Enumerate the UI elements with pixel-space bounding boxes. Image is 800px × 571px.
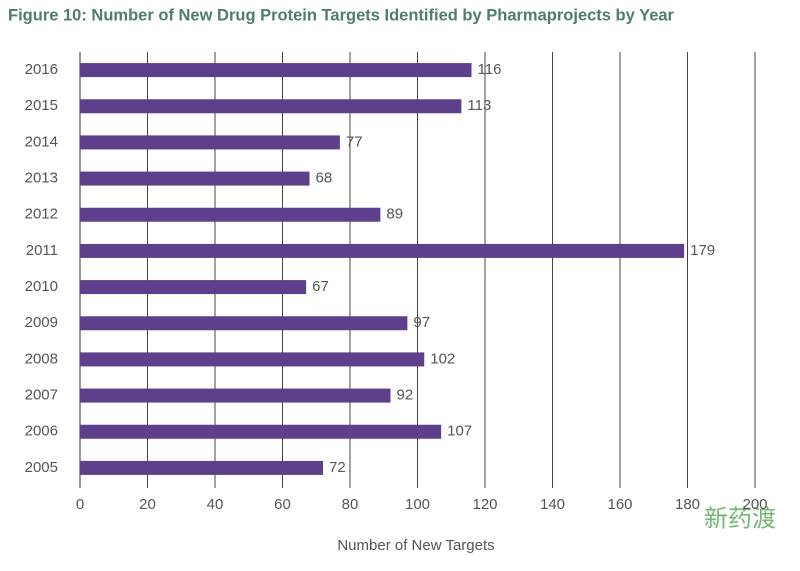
bar [80, 135, 340, 150]
x-tick-label: 80 [342, 496, 359, 513]
value-label: 67 [312, 278, 329, 295]
x-tick-label: 40 [207, 496, 224, 513]
value-label: 102 [430, 350, 455, 367]
value-label: 113 [467, 97, 491, 114]
value-label: 116 [478, 61, 502, 78]
value-label: 179 [690, 242, 715, 259]
bar [80, 460, 323, 475]
x-tick-label: 120 [472, 496, 497, 513]
y-tick-label: 2014 [25, 133, 58, 150]
bar [80, 207, 381, 222]
y-tick-label: 2012 [25, 206, 58, 223]
y-tick-label: 2008 [25, 350, 58, 367]
value-label: 97 [413, 314, 430, 331]
chart-title: Figure 10: Number of New Drug Protein Ta… [8, 6, 675, 24]
bar [80, 99, 462, 114]
y-tick-label: 2011 [26, 242, 58, 259]
bar [80, 243, 685, 258]
x-tick-label: 60 [274, 496, 291, 513]
y-tick-label: 2013 [25, 170, 58, 187]
y-tick-label: 2010 [25, 278, 58, 295]
value-label: 68 [316, 170, 333, 187]
bar [80, 388, 391, 403]
x-tick-label: 140 [540, 496, 565, 513]
y-tick-label: 2009 [25, 314, 58, 331]
x-tick-label: 200 [742, 496, 767, 513]
y-tick-label: 2005 [25, 459, 58, 476]
x-tick-label: 0 [76, 496, 84, 513]
y-tick-label: 2007 [25, 387, 58, 404]
watermark: 新药渡 [704, 505, 776, 532]
bar [80, 352, 425, 367]
x-tick-label: 180 [675, 496, 700, 513]
bar [80, 171, 310, 186]
value-label: 72 [329, 459, 346, 476]
bar [80, 63, 472, 78]
bar [80, 316, 408, 331]
value-label: 89 [386, 206, 403, 223]
value-label: 77 [346, 133, 363, 150]
y-tick-label: 2006 [25, 423, 58, 440]
value-label: 92 [397, 387, 414, 404]
x-tick-label: 160 [607, 496, 632, 513]
bar [80, 280, 307, 295]
y-tick-label: 2016 [25, 61, 58, 78]
y-tick-label: 2015 [25, 97, 58, 114]
value-label: 107 [447, 423, 472, 440]
x-tick-label: 20 [139, 496, 156, 513]
x-axis-title: Number of New Targets [337, 537, 494, 554]
x-tick-label: 100 [405, 496, 430, 513]
bar [80, 424, 442, 439]
